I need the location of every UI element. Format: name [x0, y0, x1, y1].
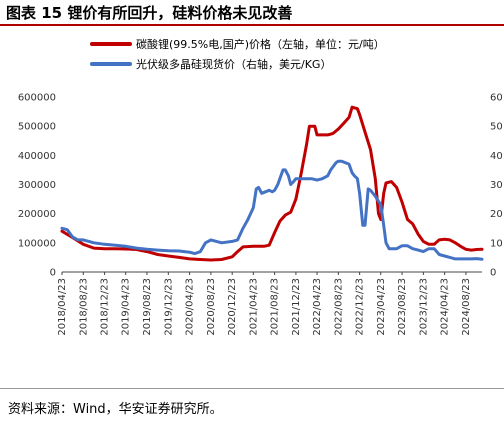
x-axis-tick-label: 2022/12/23 — [355, 278, 366, 336]
left-axis-tick-label: 200000 — [18, 209, 56, 220]
x-axis-tick-label: 2022/04/23 — [312, 278, 323, 336]
left-axis-tick-label: 100000 — [18, 238, 56, 249]
x-axis-tick-label: 2021/12/23 — [291, 278, 302, 336]
x-axis-tick-label: 2022/08/23 — [333, 278, 344, 336]
title-divider — [0, 24, 504, 26]
page-title: 图表 15 锂价有所回升，硅料价格未见改善 — [6, 4, 293, 22]
right-axis-tick-label: 60 — [490, 93, 503, 104]
right-axis-tick-label: 10 — [490, 238, 503, 249]
x-axis-tick-label: 2020/08/23 — [206, 278, 217, 336]
x-axis-tick-label: 2018/12/23 — [100, 278, 111, 336]
right-axis-tick-label: 50 — [490, 122, 503, 133]
legend-label: 碳酸锂(99.5%电,国产)价格（左轴，单位：元/吨） — [136, 37, 385, 51]
chart-axes: 0 100000 200000 300000 400000 500000 600000 0 10… — [18, 93, 503, 336]
chart-series — [60, 105, 484, 262]
right-axis-tick-label: 0 — [490, 268, 496, 279]
left-axis-tick-label: 400000 — [18, 151, 56, 162]
x-axis-tick-label: 2021/04/23 — [248, 278, 259, 336]
left-axis-tick-label: 0 — [50, 268, 56, 279]
left-axis-tick-label: 300000 — [18, 180, 56, 191]
legend-label: 光伏级多晶硅现货价（右轴，美元/KG） — [136, 57, 331, 71]
x-axis-tick-label: 2019/04/23 — [121, 278, 132, 336]
x-axis-tick-label: 2023/12/23 — [418, 278, 429, 336]
x-axis-tick-label: 2023/04/23 — [376, 278, 387, 336]
source-divider — [0, 388, 504, 389]
x-axis-tick-label: 2018/04/23 — [57, 278, 68, 336]
left-axis-tick-label: 600000 — [18, 93, 56, 104]
source-note: 资料来源：Wind，华安证券研究所。 — [8, 402, 223, 417]
right-axis-tick-label: 30 — [490, 180, 503, 191]
right-axis-tick-label: 20 — [490, 209, 503, 220]
lithium-carbonate-price-line — [60, 105, 484, 262]
x-axis-tick-label: 2024/04/23 — [440, 278, 451, 336]
right-axis-tick-label: 40 — [490, 151, 503, 162]
x-axis-tick-label: 2023/08/23 — [397, 278, 408, 336]
x-axis-tick-label: 2024/08/23 — [461, 278, 472, 336]
price-line-chart: 碳酸锂(99.5%电,国产)价格（左轴，单位：元/吨） 光伏级多晶硅现货价（右轴，… — [18, 37, 503, 336]
x-axis-tick-label: 2020/04/23 — [185, 278, 196, 336]
x-axis-tick-label: 2021/08/23 — [270, 278, 281, 336]
x-axis-tick-label: 2019/08/23 — [142, 278, 153, 336]
left-axis-tick-label: 500000 — [18, 122, 56, 133]
x-axis-tick-label: 2018/08/23 — [78, 278, 89, 336]
x-axis-tick-label: 2019/12/23 — [163, 278, 174, 336]
x-axis-tick-label: 2020/12/23 — [227, 278, 238, 336]
chart-legend: 碳酸锂(99.5%电,国产)价格（左轴，单位：元/吨） 光伏级多晶硅现货价（右轴，… — [90, 37, 385, 71]
polysilicon-price-line — [60, 159, 484, 261]
